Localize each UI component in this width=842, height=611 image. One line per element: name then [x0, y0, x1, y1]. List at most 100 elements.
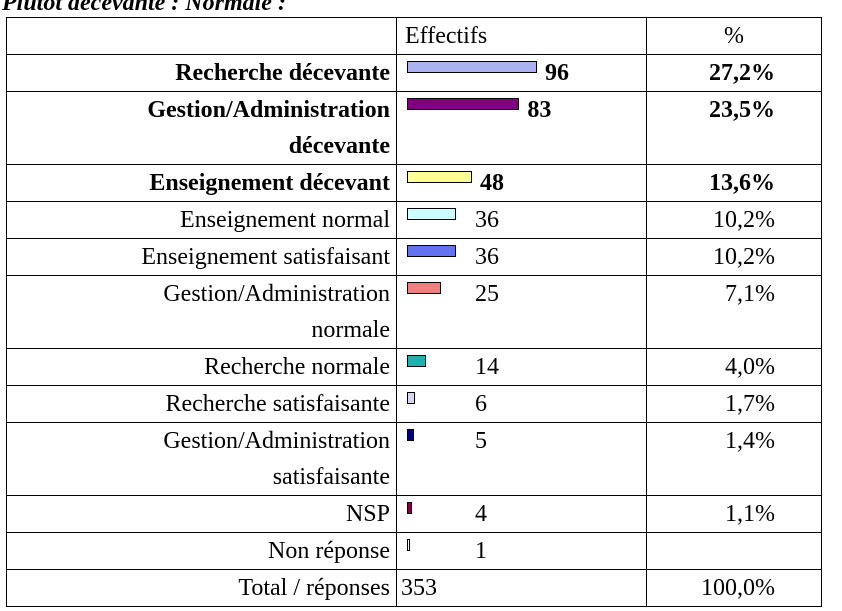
bar — [407, 61, 537, 73]
percent: 13,6% — [709, 170, 775, 196]
percent-cell: 27,2% — [646, 54, 822, 92]
total-label: Total / réponses — [6, 569, 397, 607]
bar — [407, 392, 416, 404]
table: Effectifs % Recherche décevante 96 27,2% Ge… — [6, 17, 822, 607]
total-count: 353 — [396, 569, 647, 607]
count: 1 — [475, 538, 487, 564]
bar — [407, 208, 456, 220]
percent: 10,2% — [713, 244, 775, 270]
count: 25 — [475, 281, 499, 307]
label-cell: Enseignement satisfaisant — [6, 238, 397, 276]
header-row: Effectifs % — [6, 17, 822, 55]
label-line: Gestion/Administration — [163, 428, 390, 454]
row: Non réponse 1 — [6, 532, 822, 570]
label-cell: Recherche décevante — [6, 54, 397, 92]
label-cell: NSP — [6, 495, 397, 533]
count: 36 — [475, 207, 499, 233]
row: Recherche décevante 96 27,2% — [6, 54, 822, 92]
percent-cell: 13,6% — [646, 164, 822, 202]
count-cell: 4 — [396, 495, 647, 533]
bar — [407, 245, 456, 257]
row: Enseignement décevant 48 13,6% — [6, 164, 822, 202]
percent-cell — [646, 532, 822, 570]
percent: 1,7% — [725, 391, 775, 417]
percent: 4,0% — [725, 354, 775, 380]
label-line: Gestion/Administration — [163, 281, 390, 307]
percent-cell: 23,5% — [646, 91, 822, 165]
label-cell: Gestion/Administration décevante — [6, 91, 397, 165]
row: NSP 4 1,1% — [6, 495, 822, 533]
bar — [407, 98, 520, 110]
percent: 23,5% — [709, 97, 775, 123]
header-cell: Effectifs — [396, 17, 647, 55]
label-cell: Gestion/Administration normale — [6, 275, 397, 349]
header-cell: % — [646, 17, 822, 55]
percent: 27,2% — [709, 60, 775, 86]
count: 5 — [475, 428, 487, 454]
count: 6 — [475, 391, 487, 417]
count-cell: 1 — [396, 532, 647, 570]
count: 14 — [475, 354, 499, 380]
bar — [407, 539, 410, 551]
count-cell: 96 — [396, 54, 647, 92]
label-line: NSP — [345, 501, 390, 527]
row: Gestion/Administration décevante 83 23,5% — [6, 91, 822, 165]
percent-cell: 1,1% — [646, 495, 822, 533]
label-line: Gestion/Administration — [147, 97, 390, 123]
count-cell: 14 — [396, 348, 647, 386]
label-cell: Recherche normale — [6, 348, 397, 386]
label-line: Enseignement normal — [180, 207, 390, 233]
row: Enseignement satisfaisant 36 10,2% — [6, 238, 822, 276]
count-cell: 5 — [396, 422, 647, 496]
percent-cell: 10,2% — [646, 201, 822, 239]
count-cell: 25 — [396, 275, 647, 349]
row: Enseignement normal 36 10,2% — [6, 201, 822, 239]
label-line: Enseignement satisfaisant — [141, 244, 390, 270]
count: 36 — [475, 244, 499, 270]
count-cell: 48 — [396, 164, 647, 202]
row: Gestion/Administration satisfaisante 5 1,4% — [6, 422, 822, 496]
percent: 7,1% — [725, 281, 775, 307]
row: Gestion/Administration normale 25 7,1% — [6, 275, 822, 349]
percent-cell: 4,0% — [646, 348, 822, 386]
row: Recherche normale 14 4,0% — [6, 348, 822, 386]
label-line: Recherche satisfaisante — [165, 391, 390, 417]
label-line: satisfaisante — [272, 464, 390, 490]
title: Plutôt décevante : Normale : — [2, 0, 286, 16]
table-body: Effectifs % Recherche décevante 96 27,2% Ge… — [6, 17, 822, 607]
percent-cell: 10,2% — [646, 238, 822, 276]
percent: 10,2% — [713, 207, 775, 233]
label-line: Enseignement décevant — [149, 170, 390, 196]
label-line: Recherche décevante — [175, 60, 390, 86]
count-cell: 6 — [396, 385, 647, 423]
count: 96 — [545, 60, 569, 86]
label-cell: Non réponse — [6, 532, 397, 570]
bar — [407, 282, 441, 294]
label-line: Non réponse — [268, 538, 390, 564]
total-percent: 100,0% — [646, 569, 822, 607]
label-cell: Enseignement normal — [6, 201, 397, 239]
row: Recherche satisfaisante 6 1,7% — [6, 385, 822, 423]
label-line: Recherche normale — [204, 354, 390, 380]
count: 4 — [475, 501, 487, 527]
bar — [407, 429, 414, 441]
bar — [407, 171, 472, 183]
total-row: Total / réponses 353 100,0% — [6, 569, 822, 607]
header-cell — [6, 17, 397, 55]
label-cell: Enseignement décevant — [6, 164, 397, 202]
label-line: normale — [311, 317, 390, 343]
count-cell: 36 — [396, 238, 647, 276]
count: 83 — [527, 97, 552, 123]
count: 48 — [480, 170, 504, 196]
bar — [407, 355, 426, 367]
count-cell: 83 — [396, 91, 647, 165]
label-line: décevante — [288, 133, 390, 159]
percent: 1,4% — [725, 428, 775, 454]
count-cell: 36 — [396, 201, 647, 239]
percent-cell: 7,1% — [646, 275, 822, 349]
percent-cell: 1,7% — [646, 385, 822, 423]
percent: 1,1% — [725, 501, 775, 527]
label-cell: Gestion/Administration satisfaisante — [6, 422, 397, 496]
label-cell: Recherche satisfaisante — [6, 385, 397, 423]
